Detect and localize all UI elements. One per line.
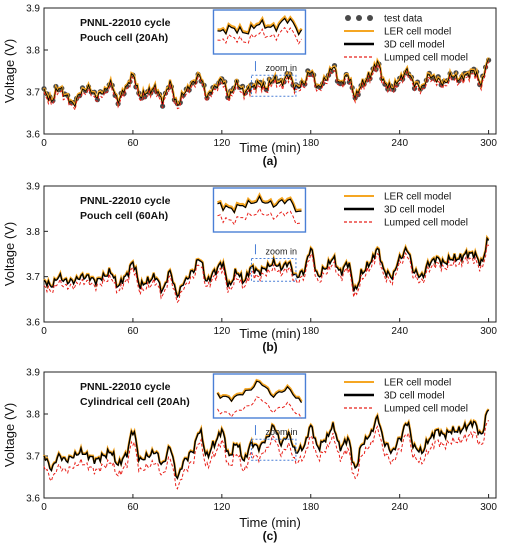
x-tick-label: 120: [213, 326, 230, 337]
inset-line-3d: [216, 380, 303, 404]
series-line-lumped: [43, 420, 489, 490]
x-tick-label: 0: [41, 326, 47, 337]
x-tick-label: 180: [302, 502, 319, 513]
x-axis-title: Time (min): [239, 140, 301, 155]
x-tick-label: 300: [480, 326, 497, 337]
legend-label: 3D cell model: [384, 205, 445, 216]
legend-entry: 3D cell model: [344, 205, 445, 216]
zoom-in-label: zoom in: [265, 246, 297, 256]
x-axis-title: Time (min): [239, 515, 301, 530]
legend-marker-test-data: [367, 15, 373, 21]
zoom-inset-frame: [212, 187, 307, 233]
panel-annotation: Pouch cell (20Ah): [80, 32, 168, 44]
chart-panel-2: 0 60 120 180 240 300 3.6 3.7 3.8 3.9 Time (min) Vol…: [2, 182, 497, 355]
zoom-window-box: [250, 438, 297, 461]
y-tick-label: 3.9: [26, 182, 40, 193]
series-line-3d: [43, 236, 490, 299]
legend-label: LER cell model: [384, 192, 451, 203]
x-tick-label: 0: [41, 138, 47, 149]
y-tick-label: 3.6: [26, 130, 40, 141]
chart-panel-1: 0 60 120 180 240 300 3.6 3.7 3.8 3.9 Time (min) Vol…: [2, 4, 497, 169]
x-tick-label: 60: [127, 138, 139, 149]
series-line-3d: [43, 409, 490, 480]
panel-label: (b): [262, 340, 277, 354]
legend-entry: 3D cell model: [344, 391, 445, 402]
y-tick-label: 3.9: [26, 368, 40, 379]
zoom-window-box: [250, 74, 297, 97]
x-tick-label: 240: [391, 502, 408, 513]
panel-annotation: Pouch cell (60Ah): [80, 210, 168, 222]
legend-label: 3D cell model: [384, 40, 445, 51]
panel-label: (a): [263, 154, 278, 168]
x-tick-label: 240: [391, 326, 408, 337]
y-tick-label: 3.8: [26, 410, 40, 421]
legend-marker-test-data: [345, 15, 351, 21]
legend-marker-test-data: [356, 15, 362, 21]
x-tick-label: 60: [127, 502, 139, 513]
legend-entry: 3D cell model: [344, 40, 445, 51]
zoom-in-label: zoom in: [265, 63, 297, 73]
chart-panel-3: 0 60 120 180 240 300 3.6 3.7 3.8 3.9 Time (min) Vol…: [2, 368, 497, 544]
legend-label: Lumped cell model: [384, 53, 468, 64]
legend-entry: LER cell model: [344, 27, 451, 38]
x-axis-title: Time (min): [239, 326, 301, 341]
y-axis-title: Voltage (V): [2, 403, 17, 467]
y-tick-label: 3.6: [26, 494, 40, 505]
legend-label: test data: [384, 14, 423, 25]
x-tick-label: 300: [480, 138, 497, 149]
legend-label: Lumped cell model: [384, 404, 468, 415]
legend-label: 3D cell model: [384, 391, 445, 402]
x-tick-label: 120: [213, 502, 230, 513]
x-tick-label: 240: [391, 138, 408, 149]
inset-line-3d: [217, 195, 302, 214]
y-tick-label: 3.7: [26, 272, 40, 283]
x-tick-label: 0: [41, 502, 47, 513]
legend-entry: test data: [345, 14, 423, 25]
y-tick-label: 3.7: [26, 452, 40, 463]
y-axis-title: Voltage (V): [2, 222, 17, 286]
legend-entry: Lumped cell model: [344, 404, 468, 415]
y-tick-label: 3.8: [26, 227, 40, 238]
legend-entry: Lumped cell model: [344, 218, 468, 229]
series-line-lumped: [43, 242, 489, 304]
panel-annotation: PNNL-22010 cycle: [80, 195, 171, 207]
x-tick-label: 120: [213, 138, 230, 149]
inset-line-lumped: [217, 26, 302, 45]
y-tick-label: 3.9: [26, 4, 40, 15]
panel-annotation: Cylindrical cell (20Ah): [80, 396, 190, 408]
y-axis-title: Voltage (V): [2, 39, 17, 103]
panel-annotation: PNNL-22010 cycle: [80, 381, 171, 393]
legend-entry: LER cell model: [344, 192, 451, 203]
y-tick-label: 3.7: [26, 88, 40, 99]
zoom-in-label: zoom-in: [265, 427, 297, 437]
x-tick-label: 180: [302, 138, 319, 149]
zoom-window-box: [250, 258, 297, 282]
series-line-lumped: [43, 61, 490, 112]
inset-line-3d: [217, 17, 303, 36]
legend-label: LER cell model: [384, 27, 451, 38]
y-tick-label: 3.6: [26, 318, 40, 329]
x-tick-label: 60: [127, 326, 139, 337]
inset-line-lumped: [217, 396, 302, 419]
panel-annotation: PNNL-22010 cycle: [80, 17, 171, 29]
panel-label: (c): [263, 529, 278, 543]
y-tick-label: 3.8: [26, 46, 40, 57]
series-line-3d: [43, 58, 490, 108]
x-tick-label: 300: [480, 502, 497, 513]
legend-label: LER cell model: [384, 378, 451, 389]
legend-entry: Lumped cell model: [344, 53, 468, 64]
legend-label: Lumped cell model: [384, 218, 468, 229]
legend-entry: LER cell model: [344, 378, 451, 389]
x-tick-label: 180: [302, 326, 319, 337]
test-data-point: [142, 94, 148, 100]
inset-line-lumped: [217, 207, 302, 226]
inset-line-ler: [217, 15, 303, 37]
